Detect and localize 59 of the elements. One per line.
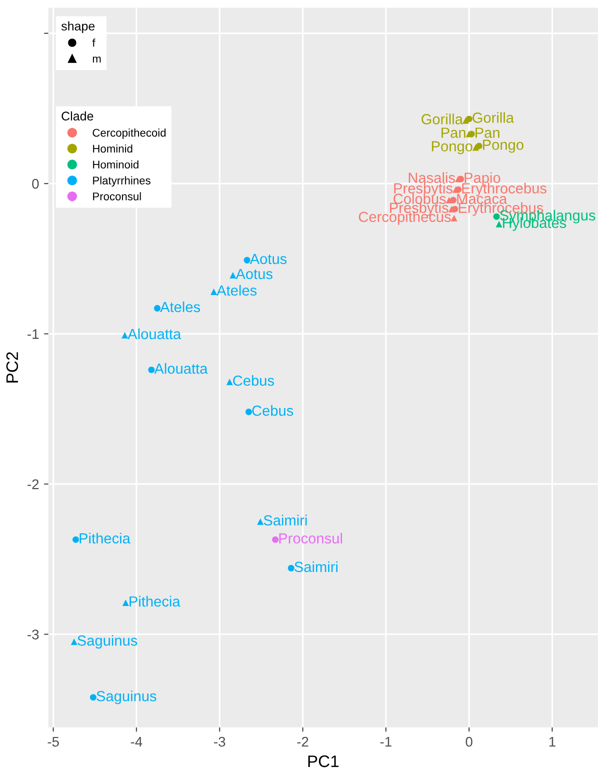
annotation: shape xyxy=(61,21,95,34)
legend-label: Proconsul xyxy=(93,192,141,200)
x-tick-label: 1 xyxy=(549,736,556,747)
point xyxy=(455,176,462,182)
annotation: Pan xyxy=(442,128,466,138)
annotation: f xyxy=(92,38,96,47)
point xyxy=(452,186,460,193)
annotation: Saguinus xyxy=(96,690,156,704)
y-axis-title: PC2 xyxy=(6,352,18,382)
annotation: Pan xyxy=(476,128,500,138)
point xyxy=(257,518,264,525)
annotation: Pithecia xyxy=(130,596,180,607)
annotation: Saimiri xyxy=(264,514,307,526)
annotation: Proconsul xyxy=(279,532,342,544)
point xyxy=(450,214,458,222)
annotation: Cebus xyxy=(233,375,274,386)
annotation: Pongo xyxy=(432,141,472,154)
annotation: Pongo xyxy=(483,140,524,153)
legend-label: Hominoid xyxy=(93,160,138,169)
point xyxy=(72,536,80,543)
y-tick-label: 0 xyxy=(32,178,39,189)
x-tick-label: -3 xyxy=(214,736,226,747)
annotation: m xyxy=(92,56,101,63)
x-tick-label: -5 xyxy=(48,736,59,747)
x-tick-label: -2 xyxy=(297,736,308,747)
point xyxy=(226,378,233,386)
point xyxy=(288,564,294,572)
point xyxy=(90,694,96,701)
y-tick-label: -3 xyxy=(28,630,39,640)
legend-label: Hominid xyxy=(93,144,132,153)
annotation: Saimiri xyxy=(294,561,338,572)
x-tick-label: 0 xyxy=(466,736,472,747)
annotation: Cebus xyxy=(252,405,294,416)
point xyxy=(466,130,472,138)
legend-label: Platyrrhines xyxy=(93,176,150,187)
x-axis-title: PC1 xyxy=(308,755,339,768)
point xyxy=(272,536,279,543)
point xyxy=(122,599,129,606)
annotation: Nasalis xyxy=(408,172,455,183)
legend-label: Cercopithecoid xyxy=(92,128,166,139)
legend-title: Clade xyxy=(62,111,94,121)
point xyxy=(245,408,252,416)
y-tick-label: -1 xyxy=(28,329,39,339)
annotation: Aotus xyxy=(236,268,272,280)
annotation: Aotus xyxy=(250,254,287,264)
x-tick-label: -4 xyxy=(130,736,142,747)
annotation: Ateles xyxy=(160,301,200,312)
y-tick-label: -2 xyxy=(28,479,39,490)
annotation: Gorilla xyxy=(472,112,514,123)
point xyxy=(244,256,250,264)
point xyxy=(70,638,78,646)
point xyxy=(472,144,479,151)
annotation: Alouatta xyxy=(154,363,208,374)
x-tick-label: -1 xyxy=(380,736,392,747)
annotation: Gorilla xyxy=(422,114,463,124)
annotation: Saguinus xyxy=(78,634,138,649)
annotation: Ateles xyxy=(216,284,257,296)
annotation: Alouatta xyxy=(128,328,182,340)
annotation: Pithecia xyxy=(80,532,130,544)
